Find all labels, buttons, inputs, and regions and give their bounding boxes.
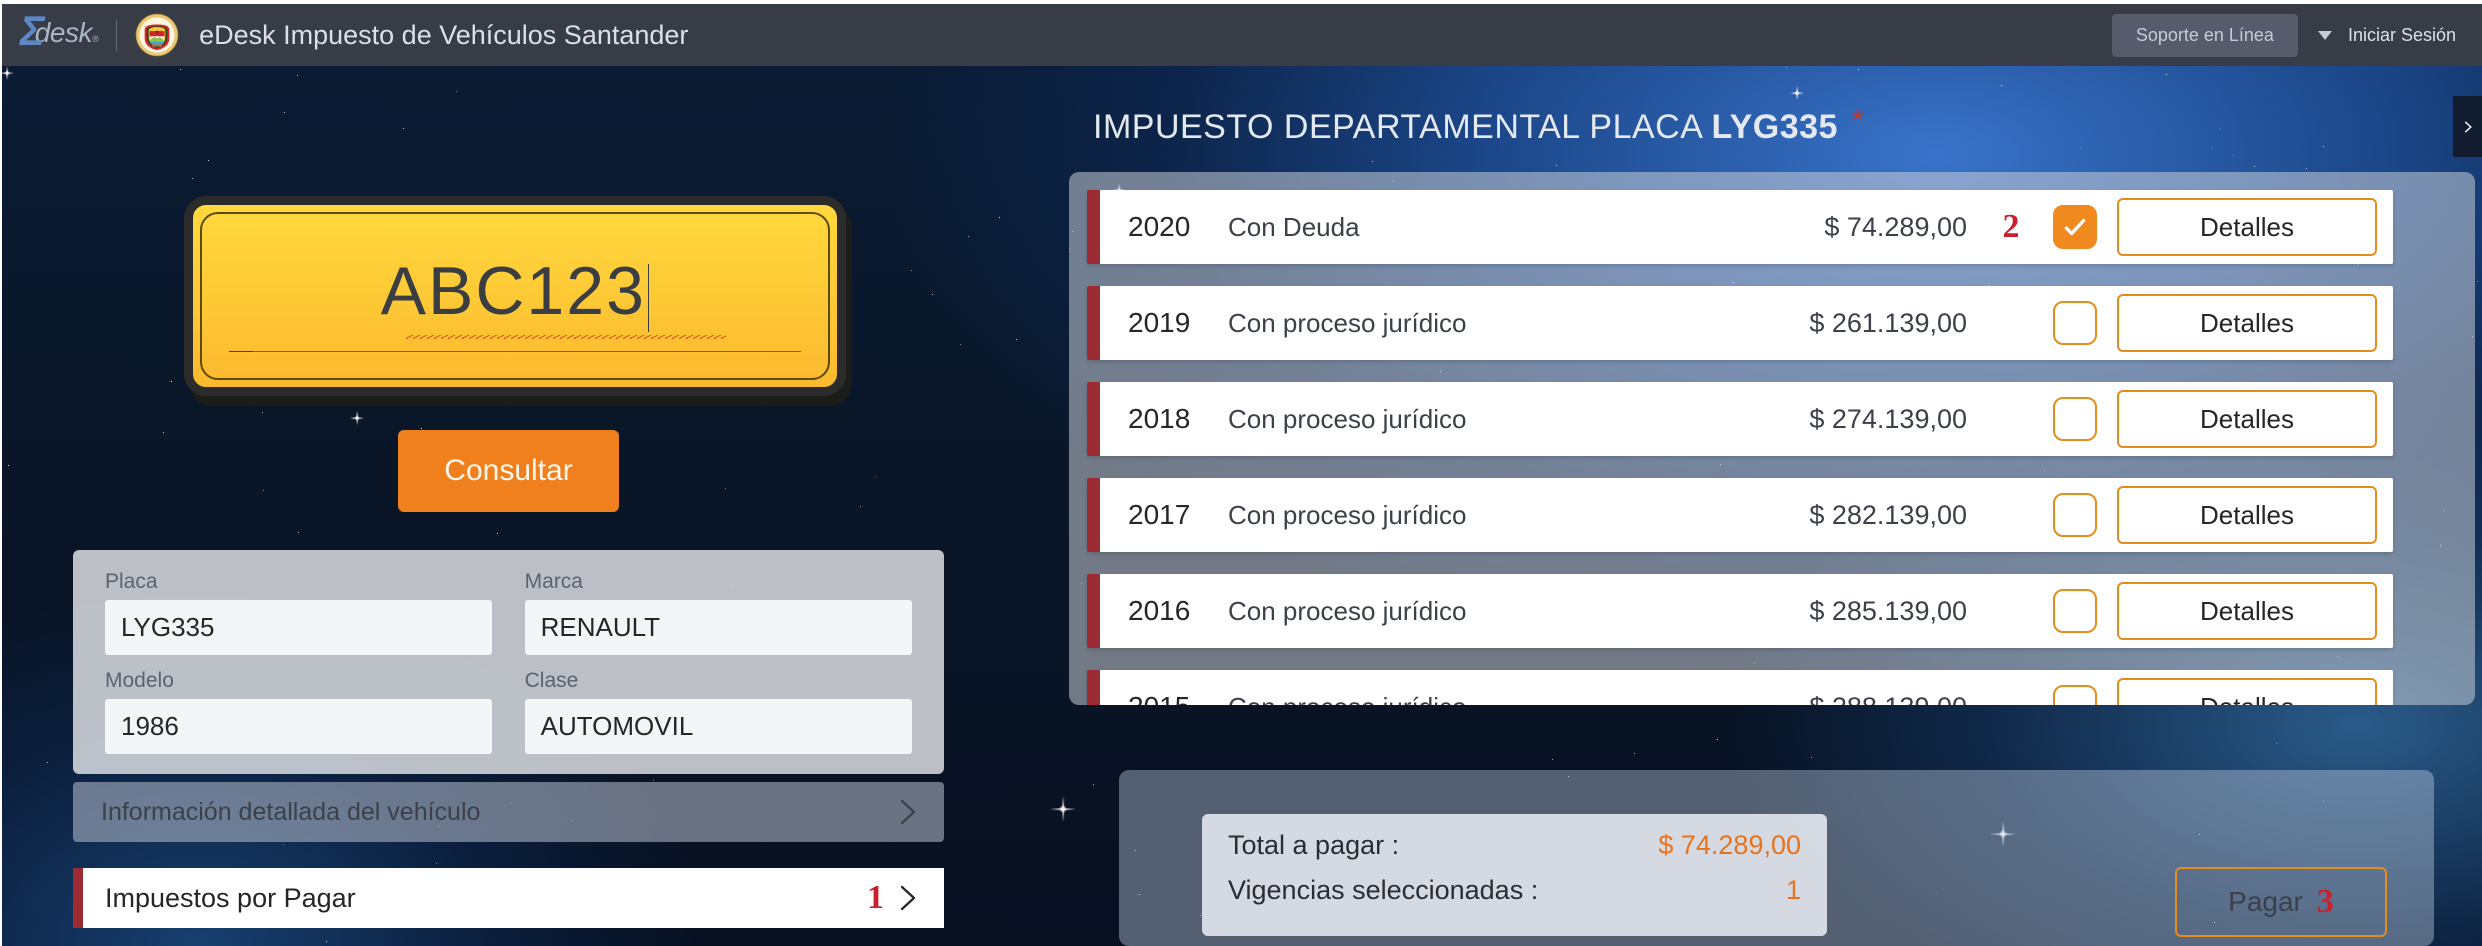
svg-text:★: ★ [155,29,159,34]
